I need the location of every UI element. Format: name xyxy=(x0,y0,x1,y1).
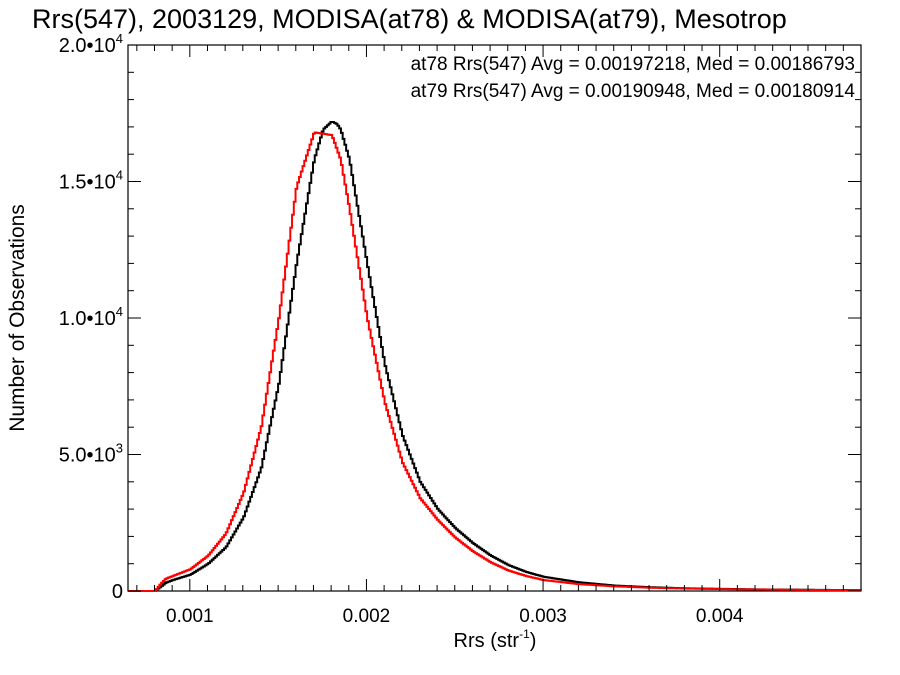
y-tick-label: 2.0•104 xyxy=(59,31,123,57)
x-tick-label: 0.004 xyxy=(696,606,744,627)
axis-layer: 0.001 0.002 0.003 0.004 0 5.0•103 1.0•104 1.5•1… xyxy=(59,31,861,627)
x-tick-label: 0.003 xyxy=(519,606,567,627)
series-layer xyxy=(128,120,862,592)
annotation-at78: at78 Rrs(547) Avg = 0.00197218, Med = 0.… xyxy=(411,54,855,75)
plot-area xyxy=(127,44,862,592)
x-axis-label-main: Rrs (str xyxy=(454,630,520,652)
series-line-at79 xyxy=(128,131,862,592)
y-tick-label: 1.5•104 xyxy=(59,168,123,194)
annotation-at79: at79 Rrs(547) Avg = 0.00190948, Med = 0.… xyxy=(411,81,856,102)
y-axis-label: Number of Observations xyxy=(6,204,29,432)
y-tick-label: 1.0•104 xyxy=(59,304,123,330)
plot-frame xyxy=(127,44,862,592)
chart-title: Rrs(547), 2003129, MODISA(at78) & MODISA… xyxy=(32,4,787,34)
x-axis-label: Rrs (str-1) xyxy=(454,627,537,652)
x-tick-label: 0.001 xyxy=(166,606,214,627)
x-tick-label: 0.002 xyxy=(343,606,391,627)
y-tick-label: 5.0•103 xyxy=(59,441,123,467)
x-axis-label-sup: -1 xyxy=(519,627,530,641)
x-axis-label-suffix: ) xyxy=(530,630,537,652)
series-line-at78 xyxy=(128,120,862,592)
y-tick-label: 0 xyxy=(112,581,123,603)
